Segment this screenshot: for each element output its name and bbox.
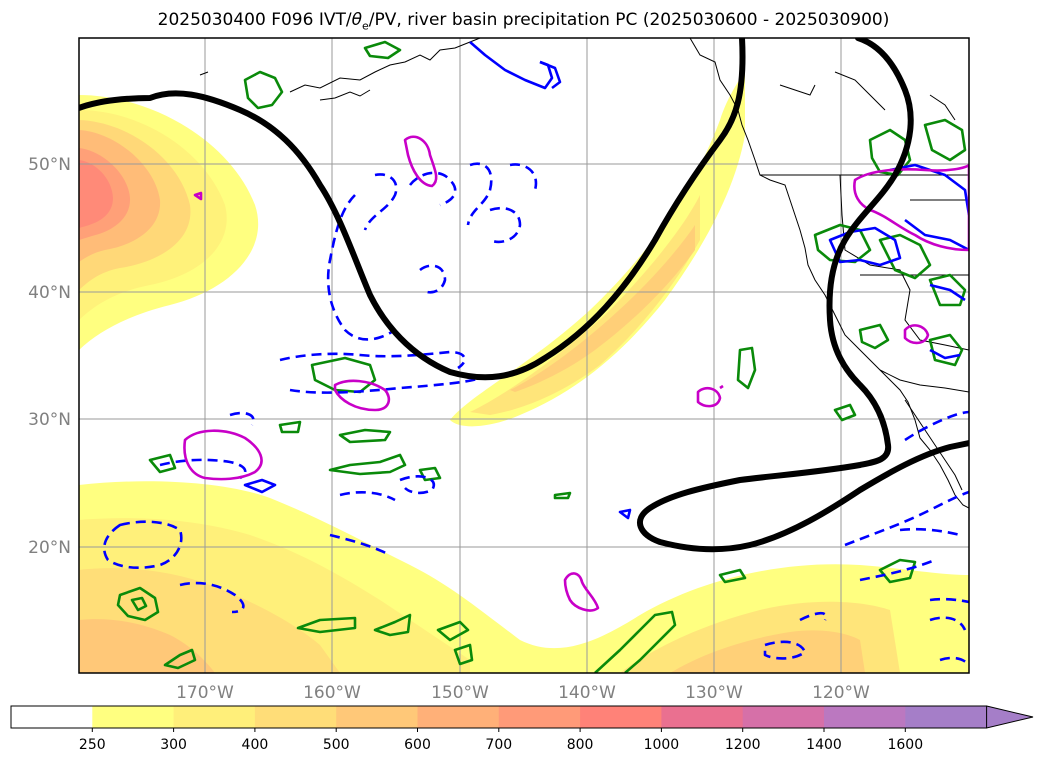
ivt-fill-river bbox=[450, 70, 745, 427]
lon-label-160w: 160°W bbox=[303, 683, 361, 703]
title-theta: θ bbox=[351, 10, 362, 30]
map-frame bbox=[78, 37, 970, 674]
lat-label-20: 20°N bbox=[28, 538, 71, 558]
colorbar-segment bbox=[417, 706, 500, 728]
latitude-labels: 50°N 40°N 30°N 20°N bbox=[28, 155, 71, 558]
lon-label-120w: 120°W bbox=[812, 683, 870, 703]
colorbar-segment bbox=[580, 706, 662, 728]
colorbar-tick-label: 700 bbox=[485, 737, 512, 753]
colorbar-tick-label: 1600 bbox=[887, 737, 923, 753]
colorbar-segment bbox=[11, 706, 93, 728]
colorbar-tick-label: 300 bbox=[160, 737, 187, 753]
map-title: 2025030400 F096 IVT/θe/PV, river basin p… bbox=[0, 10, 1047, 32]
lon-label-130w: 130°W bbox=[685, 683, 743, 703]
colorbar-tick-label: 1200 bbox=[725, 737, 761, 753]
lat-label-30: 30°N bbox=[28, 410, 71, 430]
colorbar-segment bbox=[824, 706, 906, 728]
pv-contours bbox=[79, 38, 969, 553]
colorbar-segment bbox=[336, 706, 418, 728]
lat-label-40: 40°N bbox=[28, 283, 71, 303]
colorbar-tick-label: 800 bbox=[567, 737, 594, 753]
graticule bbox=[79, 38, 969, 673]
colorbar-tick-label: 250 bbox=[79, 737, 106, 753]
colorbar-tick-label: 500 bbox=[323, 737, 350, 753]
colorbar-segment bbox=[742, 706, 825, 728]
lon-label-170w: 170°W bbox=[176, 683, 234, 703]
title-prefix: 2025030400 F096 IVT/ bbox=[157, 10, 352, 30]
longitude-labels: 170°W 160°W 150°W 140°W 130°W 120°W bbox=[176, 683, 870, 703]
colorbar-segment bbox=[905, 706, 988, 728]
map-panel[interactable] bbox=[79, 38, 969, 673]
colorbar-tick-label: 1000 bbox=[644, 737, 680, 753]
colorbar: 250 300 400 500 600 700 800 1000 1200 1400 1600 bbox=[10, 705, 1034, 753]
lon-label-150w: 150°W bbox=[431, 683, 489, 703]
lat-label-50: 50°N bbox=[28, 155, 71, 175]
colorbar-extend-arrow bbox=[986, 705, 1034, 729]
colorbar-tick-label: 1400 bbox=[806, 737, 842, 753]
title-suffix: /PV, river basin precipitation PC (20250… bbox=[368, 10, 890, 30]
ivt-fill-south bbox=[79, 481, 969, 673]
precip-contours bbox=[116, 40, 967, 673]
colorbar-segment bbox=[498, 706, 581, 728]
colorbar-tick-label: 600 bbox=[404, 737, 431, 753]
lon-label-140w: 140°W bbox=[558, 683, 616, 703]
colorbar-segment bbox=[173, 706, 256, 728]
colorbar-segment bbox=[661, 706, 744, 728]
colorbar-tick-label: 400 bbox=[242, 737, 269, 753]
ivt-fill-northwest bbox=[79, 95, 259, 350]
colorbar-segment bbox=[254, 706, 337, 728]
title-subscript: e bbox=[362, 19, 369, 33]
colorbar-segment bbox=[92, 706, 175, 728]
